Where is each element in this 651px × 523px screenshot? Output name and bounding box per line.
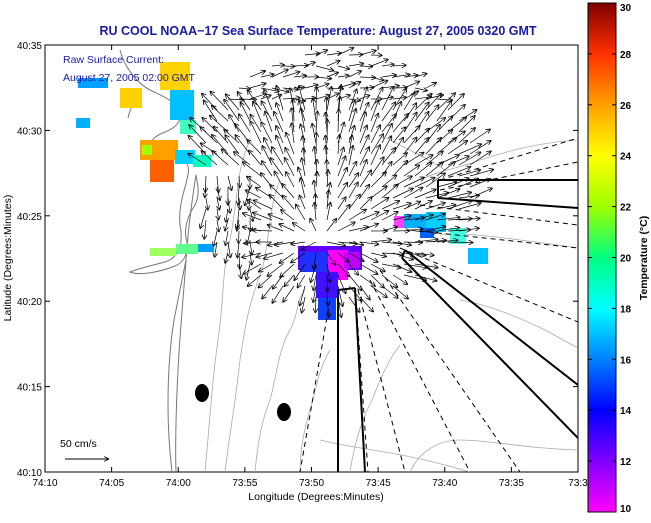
x-tick-label: 73:45 (366, 478, 391, 489)
colorbar-tick-label: 22 (620, 203, 632, 214)
y-tick-label: 40:20 (17, 297, 42, 308)
current-label-line1: Raw Surface Current: (63, 54, 164, 66)
current-vector (360, 66, 372, 67)
y-tick-label: 40:10 (17, 468, 42, 479)
y-tick-label: 40:25 (17, 212, 42, 223)
scale-arrow-label: 50 cm/s (60, 438, 97, 450)
x-tick-label: 73:55 (232, 478, 257, 489)
colorbar-tick-label: 24 (620, 152, 632, 163)
y-tick-label: 40:30 (17, 126, 42, 137)
x-tick-label: 73:50 (299, 478, 324, 489)
colorbar-tick-label: 26 (620, 101, 632, 112)
radar-site-marker (277, 403, 291, 421)
map-title: RU COOL NOAA−17 Sea Surface Temperature:… (99, 24, 536, 38)
y-tick-label: 40:35 (17, 41, 42, 52)
colorbar-tick-label: 12 (620, 457, 632, 468)
colorbar-tick-label: 20 (620, 254, 632, 265)
x-tick-label: 73:3 (568, 478, 588, 489)
colorbar-tick-label: 16 (620, 355, 632, 366)
x-tick-label: 74:10 (32, 478, 57, 489)
colorbar-label: Temperature (°C) (638, 216, 650, 301)
y-tick-label: 40:15 (17, 383, 42, 394)
colorbar-tick-label: 28 (620, 50, 632, 61)
colorbar (588, 3, 616, 512)
x-tick-label: 73:35 (499, 478, 524, 489)
colorbar-tick-label: 14 (620, 406, 632, 417)
x-axis-label: Longitude (Degrees:Minutes) (248, 491, 383, 503)
current-vector (239, 231, 240, 243)
colorbar-tick-label: 18 (620, 304, 632, 315)
colorbar-tick-label: 10 (620, 504, 632, 515)
x-tick-label: 74:05 (99, 478, 124, 489)
colorbar-tick-label: 30 (620, 3, 632, 14)
x-tick-label: 74:00 (166, 478, 191, 489)
current-vector (250, 220, 251, 231)
radar-site-marker (195, 384, 209, 402)
current-label-line2: August 27, 2005 02:00 GMT (63, 72, 196, 84)
x-tick-label: 73:40 (432, 478, 457, 489)
current-vector (448, 242, 473, 243)
y-axis-label: Latitude (Degrees:Minutes) (2, 195, 14, 322)
